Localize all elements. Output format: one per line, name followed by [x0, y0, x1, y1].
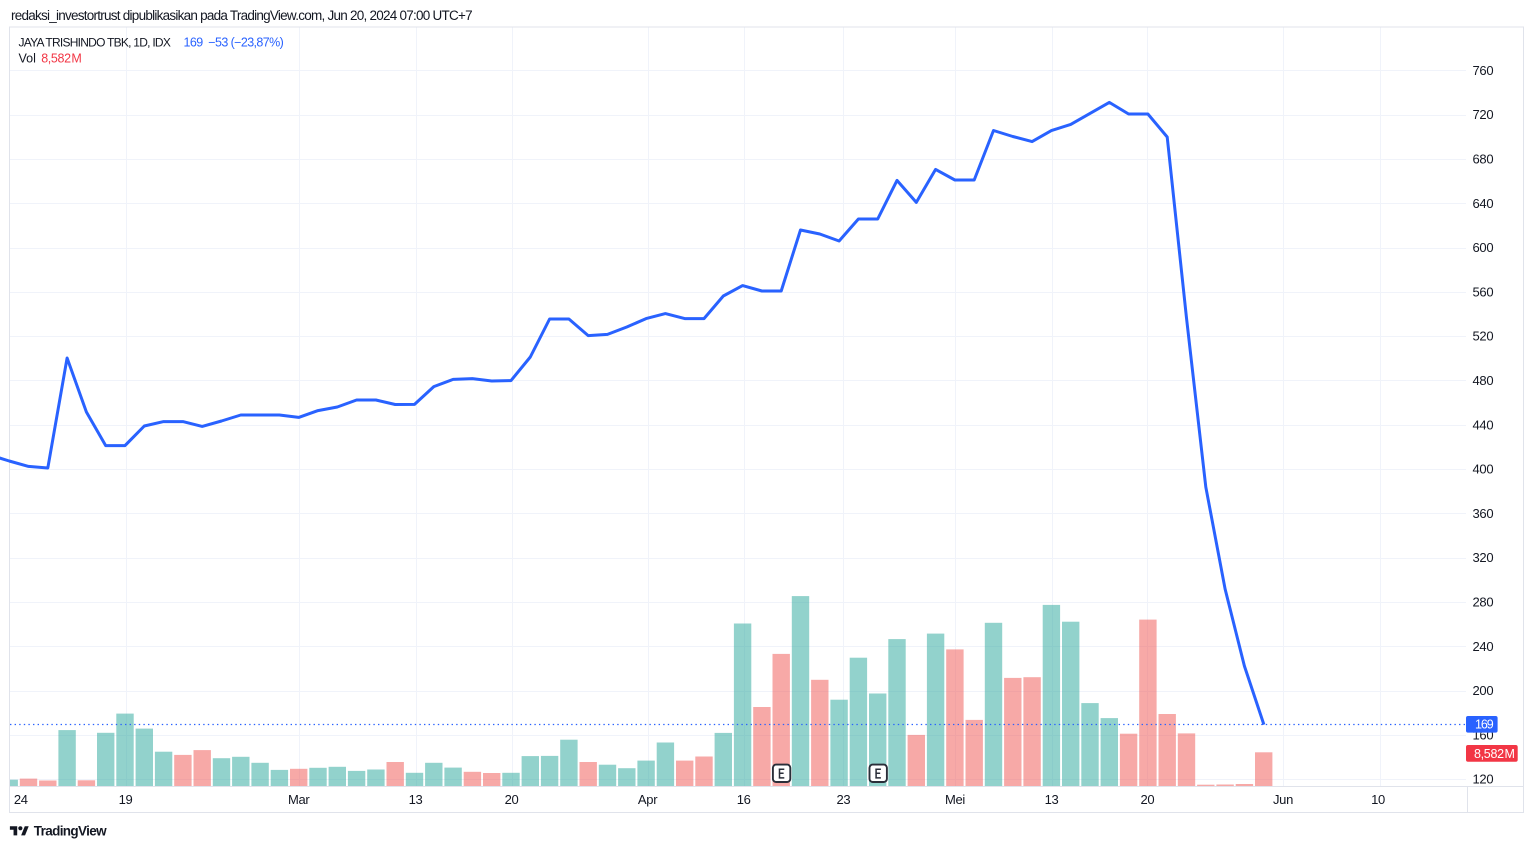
svg-text:20: 20: [505, 792, 519, 807]
svg-text:280: 280: [1473, 595, 1494, 610]
svg-text:Mar: Mar: [288, 792, 310, 807]
svg-text:600: 600: [1473, 240, 1494, 255]
svg-text:13: 13: [1045, 792, 1059, 807]
svg-text:440: 440: [1473, 417, 1494, 432]
svg-text:20: 20: [1140, 792, 1154, 807]
svg-text:24: 24: [14, 792, 28, 807]
svg-text:JAYA TRISHINDO TBK, 1D, IDX: JAYA TRISHINDO TBK, 1D, IDX: [19, 35, 171, 49]
svg-text:8,582 M: 8,582 M: [41, 52, 81, 66]
svg-text:400: 400: [1473, 462, 1494, 477]
svg-text:360: 360: [1473, 506, 1494, 521]
svg-text:560: 560: [1473, 284, 1494, 299]
svg-text:169: 169: [1475, 718, 1494, 732]
svg-text:720: 720: [1473, 107, 1494, 122]
svg-text:10: 10: [1371, 792, 1385, 807]
svg-text:240: 240: [1473, 639, 1494, 654]
svg-text:8,582 M: 8,582 M: [1474, 747, 1515, 761]
svg-text:16: 16: [737, 792, 751, 807]
svg-text:redaksi_investortrust dipublik: redaksi_investortrust dipublikasikan pad…: [11, 8, 472, 23]
svg-text:13: 13: [409, 792, 423, 807]
svg-text:480: 480: [1473, 373, 1494, 388]
svg-text:320: 320: [1473, 550, 1494, 565]
svg-text:169 −53 (−23,87%): 169 −53 (−23,87%): [184, 35, 284, 49]
svg-text:Vol: Vol: [19, 52, 36, 66]
svg-text:23: 23: [836, 792, 850, 807]
svg-text:680: 680: [1473, 152, 1494, 167]
svg-text:120: 120: [1473, 772, 1494, 787]
svg-text:640: 640: [1473, 196, 1494, 211]
svg-text:200: 200: [1473, 683, 1494, 698]
svg-text:19: 19: [119, 792, 133, 807]
svg-text:Apr: Apr: [638, 792, 658, 807]
svg-text:TradingView: TradingView: [34, 823, 107, 838]
svg-text:760: 760: [1473, 63, 1494, 78]
svg-text:520: 520: [1473, 329, 1494, 344]
svg-text:Mei: Mei: [945, 792, 965, 807]
svg-text:Jun: Jun: [1273, 792, 1293, 807]
